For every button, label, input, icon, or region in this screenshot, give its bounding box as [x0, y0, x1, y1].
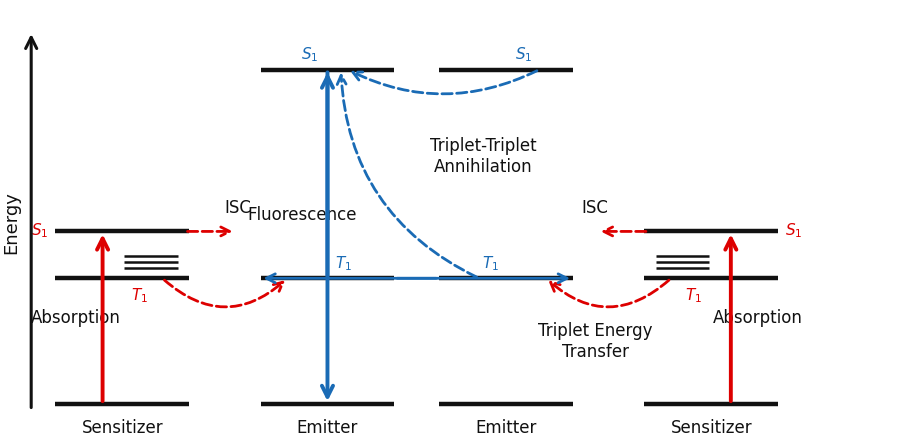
- Text: Sensitizer: Sensitizer: [670, 419, 752, 437]
- Text: Triplet Energy
Transfer: Triplet Energy Transfer: [538, 322, 652, 360]
- Text: $T_1$: $T_1$: [685, 286, 702, 304]
- Text: Triplet-Triplet
Annihilation: Triplet-Triplet Annihilation: [430, 137, 537, 176]
- Text: Emitter: Emitter: [297, 419, 358, 437]
- Text: $S_1$: $S_1$: [302, 46, 319, 64]
- Text: ISC: ISC: [581, 198, 608, 216]
- Text: $S_1$: $S_1$: [786, 221, 803, 240]
- Text: $S_1$: $S_1$: [515, 46, 532, 64]
- Text: Fluorescence: Fluorescence: [248, 206, 357, 224]
- Text: Energy: Energy: [3, 191, 21, 254]
- Text: $T_1$: $T_1$: [131, 286, 149, 304]
- Text: Absorption: Absorption: [31, 309, 121, 326]
- Text: Sensitizer: Sensitizer: [81, 419, 163, 437]
- Text: Emitter: Emitter: [475, 419, 536, 437]
- Text: Absorption: Absorption: [713, 309, 803, 326]
- Text: ISC: ISC: [225, 198, 252, 216]
- Text: $S_1$: $S_1$: [31, 221, 48, 240]
- Text: $T_1$: $T_1$: [482, 254, 499, 273]
- Text: $T_1$: $T_1$: [335, 254, 352, 273]
